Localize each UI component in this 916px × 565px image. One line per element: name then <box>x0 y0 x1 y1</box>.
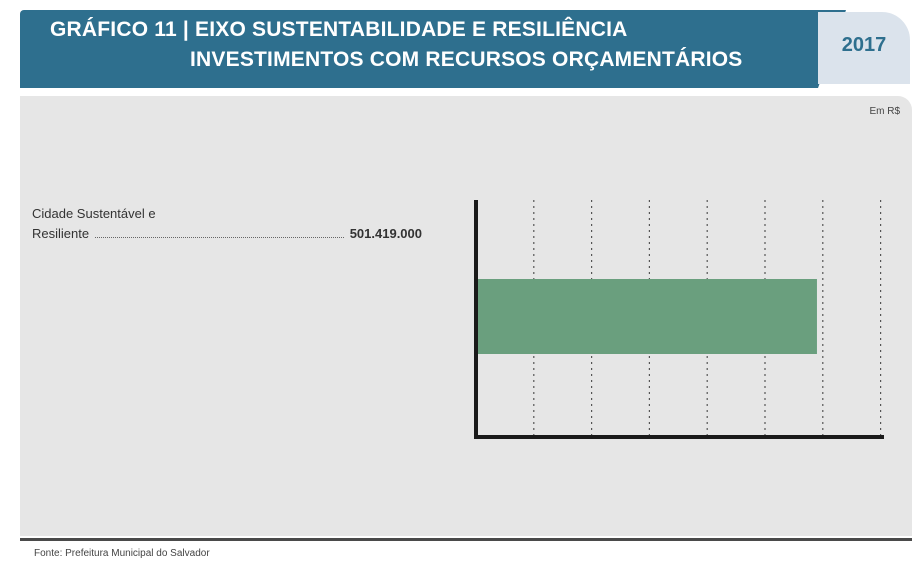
unit-label: Em R$ <box>869 106 900 117</box>
category-label-line2: Resiliente <box>32 226 90 241</box>
bar-data-label: 501.419.000 <box>349 226 422 241</box>
category-label: Cidade Sustentável e Resiliente 501.419.… <box>32 204 422 244</box>
chart-title-line2: INVESTIMENTOS COM RECURSOS ORÇAMENTÁRIOS <box>190 48 743 71</box>
leader-dots <box>95 225 344 238</box>
category-label-line1: Cidade Sustentável e <box>32 206 156 221</box>
year-tab: 2017 <box>818 12 910 84</box>
bars <box>476 279 817 354</box>
footer-rule <box>20 538 912 541</box>
year-label: 2017 <box>841 34 887 56</box>
chart-title-line1: GRÁFICO 11 | EIXO SUSTENTABILIDADE E RES… <box>50 18 628 41</box>
bar-0 <box>476 279 817 354</box>
source-note: Fonte: Prefeitura Municipal do Salvador <box>34 548 210 559</box>
